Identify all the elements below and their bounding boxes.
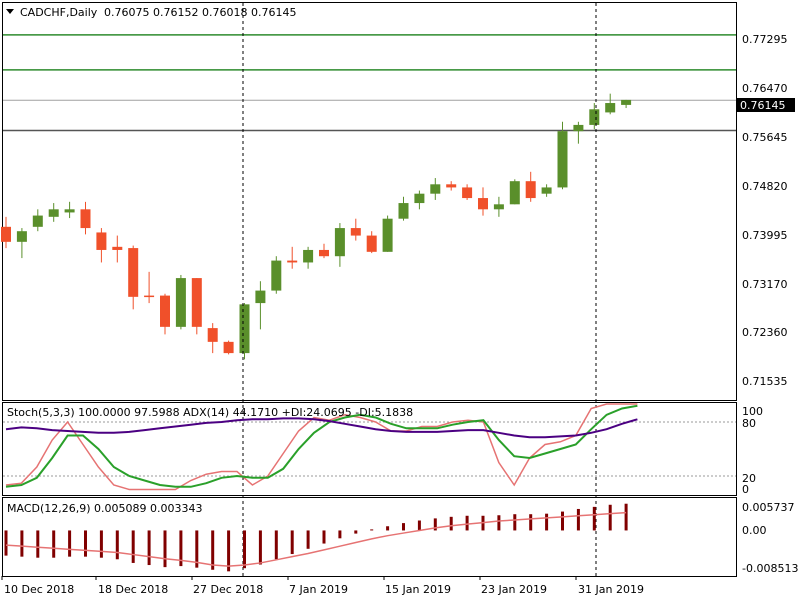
adx-line [5,417,638,439]
candle-bull [398,203,409,219]
price-candles [1,3,736,576]
candle-bull [239,304,250,354]
dropdown-triangle-icon[interactable] [6,9,14,14]
date-axis-label: 10 Dec 2018 [4,583,74,596]
stoch-axis-label: 0 [742,483,749,496]
ohlc-values: 0.76075 0.76152 0.76018 0.76145 [104,6,296,19]
candle-bear [112,246,123,250]
stoch-axis-label: 20 [742,472,756,485]
stoch-adx-lines [3,403,736,491]
candle-bull [573,124,584,132]
candle-bull [493,204,504,210]
candle-bear [319,249,329,257]
candle-bull [175,278,186,327]
candle-bear [525,181,536,199]
macd-axis-label: -0.008513 [742,562,798,575]
candle-bear [128,248,139,297]
candle-bear [287,260,298,263]
stoch-panel-frame [2,402,737,496]
price-axis-label: 0.72360 [742,326,788,339]
candle-bull [271,260,282,291]
price-axis-label: 0.73995 [742,229,788,242]
stoch-signal-line [5,404,638,488]
candle-bull [334,228,345,257]
macd-label: MACD(12,26,9) 0.005089 0.003343 [7,502,203,515]
stoch-adx-label: Stoch(5,3,3) 100.0000 97.5988 ADX(14) 44… [7,406,413,419]
symbol-timeframe: CADCHF,Daily [20,6,98,19]
price-panel-frame [2,2,737,401]
macd-signal-line [5,511,627,567]
macd-axis-label: 0.005737 [742,501,795,514]
stoch-axis-label: 100 [742,405,763,418]
date-axis-label: 31 Jan 2019 [578,583,644,596]
date-axis-label: 18 Dec 2018 [98,583,168,596]
price-axis-label: 0.71535 [742,375,788,388]
candle-bull [303,249,314,263]
candle-bull [605,103,616,113]
candle-bull [48,209,59,217]
candle-bear [207,328,218,342]
candle-bear [446,184,457,188]
candle-bull [557,131,568,188]
candle-bear [223,341,234,354]
date-axis-label: 7 Jan 2019 [289,583,348,596]
candle-bear [350,228,361,236]
candle-bear [366,235,377,252]
candle-bear [144,295,155,298]
candle-bull [16,231,27,242]
last-price-label: 0.76145 [740,99,786,112]
macd-axis-label: 0.00 [742,524,767,537]
candle-bear [80,209,91,229]
price-axis-label: 0.77295 [742,33,788,46]
candle-bear [160,295,170,327]
price-axis-label: 0.75645 [742,131,788,144]
candle-bull [32,215,43,227]
price-axis-label: 0.73170 [742,278,788,291]
candle-bear [191,278,202,327]
date-axis-label: 15 Jan 2019 [385,583,451,596]
candle-bull [414,193,425,204]
price-axis-label: 0.74820 [742,180,788,193]
last-price-tag [737,98,795,112]
stoch-main-line [5,403,638,491]
candle-bull [589,109,600,125]
macd-histogram [4,503,628,572]
date-axis-label: 23 Jan 2019 [481,583,547,596]
candle-bear [1,226,11,242]
candle-bull [382,218,393,252]
candle-bull [621,99,632,105]
stoch-axis-label: 80 [742,417,756,430]
date-axis-label: 27 Dec 2018 [193,583,263,596]
macd-panel-frame [2,497,737,577]
candle-bull [64,209,75,213]
candle-bull [509,181,520,205]
candle-bull [430,184,441,194]
candle-bear [478,198,488,210]
candle-bull [255,290,266,304]
candle-bear [462,187,473,199]
candle-bull [541,187,552,194]
price-axis-label: 0.76470 [742,82,788,95]
axis-ticks [1,576,577,580]
candle-bear [96,232,107,250]
